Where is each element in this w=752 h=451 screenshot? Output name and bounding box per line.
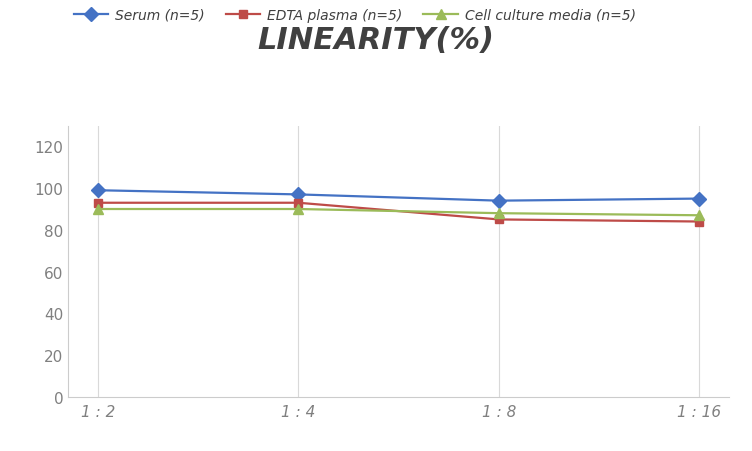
Legend: Serum (n=5), EDTA plasma (n=5), Cell culture media (n=5): Serum (n=5), EDTA plasma (n=5), Cell cul…: [68, 3, 641, 28]
Cell culture media (n=5): [695, 213, 704, 218]
Line: Cell culture media (n=5): Cell culture media (n=5): [93, 205, 704, 221]
EDTA plasma (n=5): [695, 219, 704, 225]
Serum (n=5): [695, 197, 704, 202]
Cell culture media (n=5): [494, 211, 503, 216]
Serum (n=5): [294, 192, 303, 198]
Cell culture media (n=5): [93, 207, 102, 212]
Serum (n=5): [494, 198, 503, 204]
Line: EDTA plasma (n=5): EDTA plasma (n=5): [93, 199, 704, 226]
EDTA plasma (n=5): [93, 201, 102, 206]
Line: Serum (n=5): Serum (n=5): [93, 186, 704, 206]
EDTA plasma (n=5): [494, 217, 503, 223]
Serum (n=5): [93, 188, 102, 193]
EDTA plasma (n=5): [294, 201, 303, 206]
Text: LINEARITY(%): LINEARITY(%): [257, 26, 495, 55]
Cell culture media (n=5): [294, 207, 303, 212]
